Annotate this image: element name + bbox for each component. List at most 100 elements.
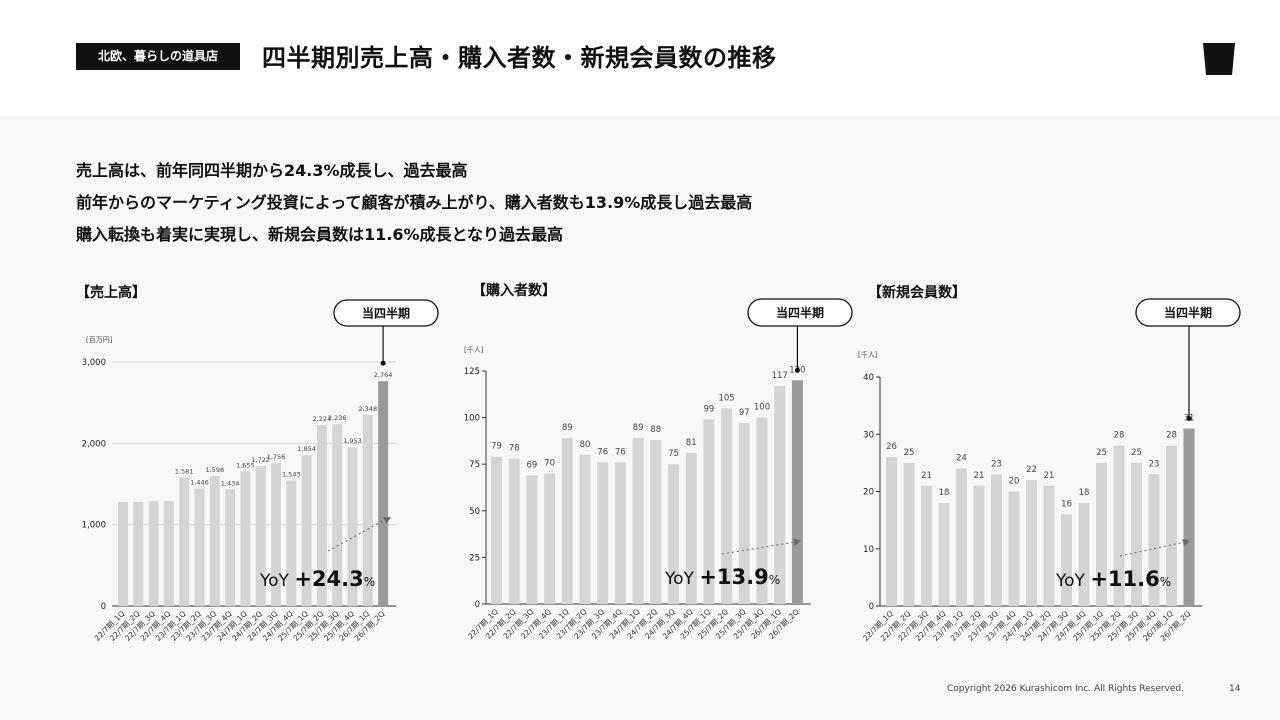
- trend-arrow: [327, 519, 386, 552]
- bar: [133, 501, 144, 606]
- data-label: 117: [772, 371, 788, 381]
- page-number: 14: [1229, 684, 1241, 694]
- data-label: 21: [1044, 471, 1055, 481]
- yoy-growth: YoY +13.9%: [664, 565, 780, 589]
- bar: [179, 477, 190, 606]
- y-tick-label: 0: [869, 602, 874, 612]
- bar: [286, 480, 297, 606]
- data-label: 75: [668, 449, 679, 459]
- data-label: 2,224: [313, 415, 332, 423]
- bar: [1131, 462, 1142, 606]
- bar: [973, 485, 985, 606]
- data-label: 1,543: [282, 471, 301, 479]
- page-title: 四半期別売上高・購入者数・新規会員数の推移: [262, 44, 777, 72]
- data-label: 28: [1166, 431, 1177, 441]
- chart-title-new-members: 【新規会員数】: [868, 285, 966, 301]
- unit-label: [千人]: [858, 350, 878, 359]
- data-label: 2,764: [374, 371, 393, 379]
- current-quarter-callout: [333, 299, 439, 327]
- unit-label: [千人]: [464, 345, 484, 354]
- bar: [774, 385, 786, 604]
- trend-arrow-head: [383, 517, 391, 524]
- bar: [301, 455, 312, 606]
- bar: [118, 501, 128, 606]
- bar: [1113, 445, 1125, 606]
- y-tick-label: 2,000: [82, 439, 106, 449]
- yoy-prefix: YoY: [664, 569, 699, 589]
- trend-arrow: [721, 541, 796, 555]
- bar: [756, 417, 768, 604]
- data-label: 25: [1131, 448, 1142, 458]
- data-label: 22: [1026, 465, 1037, 475]
- bar: [1008, 491, 1020, 606]
- data-label: 105: [718, 393, 734, 403]
- callout-dot: [1186, 416, 1192, 422]
- bar: [255, 465, 266, 606]
- yoy-suffix: %: [769, 573, 780, 587]
- bar: [316, 425, 327, 606]
- bar: [791, 380, 803, 604]
- y-tick-label: 0: [475, 600, 480, 610]
- content-area: [0, 116, 1280, 720]
- yoy-prefix: YoY: [1055, 571, 1090, 591]
- data-label: 79: [491, 442, 502, 452]
- data-label: 100: [754, 403, 770, 413]
- trend-arrow: [1119, 541, 1185, 557]
- bar: [378, 381, 389, 606]
- data-label: 88: [650, 425, 661, 435]
- bar: [614, 462, 626, 604]
- brand-label: 北欧、暮らしの道具店: [76, 43, 240, 70]
- bar: [721, 408, 733, 604]
- header: 北欧、暮らしの道具店 四半期別売上高・購入者数・新規会員数の推移: [0, 0, 1280, 116]
- bar: [956, 468, 967, 606]
- data-label: 97: [739, 408, 750, 418]
- bar: [703, 419, 715, 604]
- data-label: 99: [703, 404, 714, 414]
- y-tick-label: 0: [101, 602, 106, 612]
- bar: [921, 485, 932, 606]
- data-label: 21: [921, 471, 932, 481]
- bar: [332, 424, 343, 606]
- chart-title-buyers: 【購入者数】: [472, 283, 556, 299]
- bar: [240, 471, 251, 606]
- data-label: 70: [544, 459, 555, 469]
- bar: [1148, 474, 1160, 606]
- y-tick-label: 40: [863, 373, 874, 383]
- bar: [886, 457, 897, 606]
- bar: [650, 439, 662, 604]
- bar: [163, 501, 174, 606]
- yoy-suffix: %: [364, 575, 375, 589]
- data-label: 76: [615, 447, 626, 457]
- y-tick-label: 20: [863, 488, 874, 498]
- data-label: 21: [974, 471, 985, 481]
- yoy-value: +13.9: [699, 565, 768, 589]
- bar: [685, 453, 697, 604]
- current-quarter-callout: [1135, 298, 1241, 327]
- data-label: 18: [939, 488, 950, 498]
- current-quarter-label: 当四半期: [362, 306, 410, 321]
- data-label: 25: [1096, 448, 1107, 458]
- y-tick-label: 1,000: [82, 521, 106, 531]
- bar: [148, 501, 159, 606]
- data-label: 1,581: [175, 467, 194, 475]
- bar: [491, 456, 502, 604]
- data-label: 1,446: [190, 478, 209, 486]
- current-quarter-label: 当四半期: [1164, 305, 1212, 320]
- bar: [508, 458, 520, 604]
- y-tick-label: 25: [469, 553, 480, 563]
- bar: [1166, 445, 1177, 606]
- data-label: 26: [886, 442, 897, 452]
- bar: [597, 462, 609, 604]
- bar: [225, 489, 236, 606]
- data-label: 1,655: [236, 461, 255, 469]
- bar: [271, 463, 281, 606]
- callout-dot: [380, 360, 386, 366]
- yoy-prefix: YoY: [259, 571, 294, 591]
- data-label: 1,722: [251, 456, 270, 464]
- current-quarter-callout: [747, 298, 853, 327]
- bar: [1096, 462, 1107, 606]
- bar: [526, 475, 538, 604]
